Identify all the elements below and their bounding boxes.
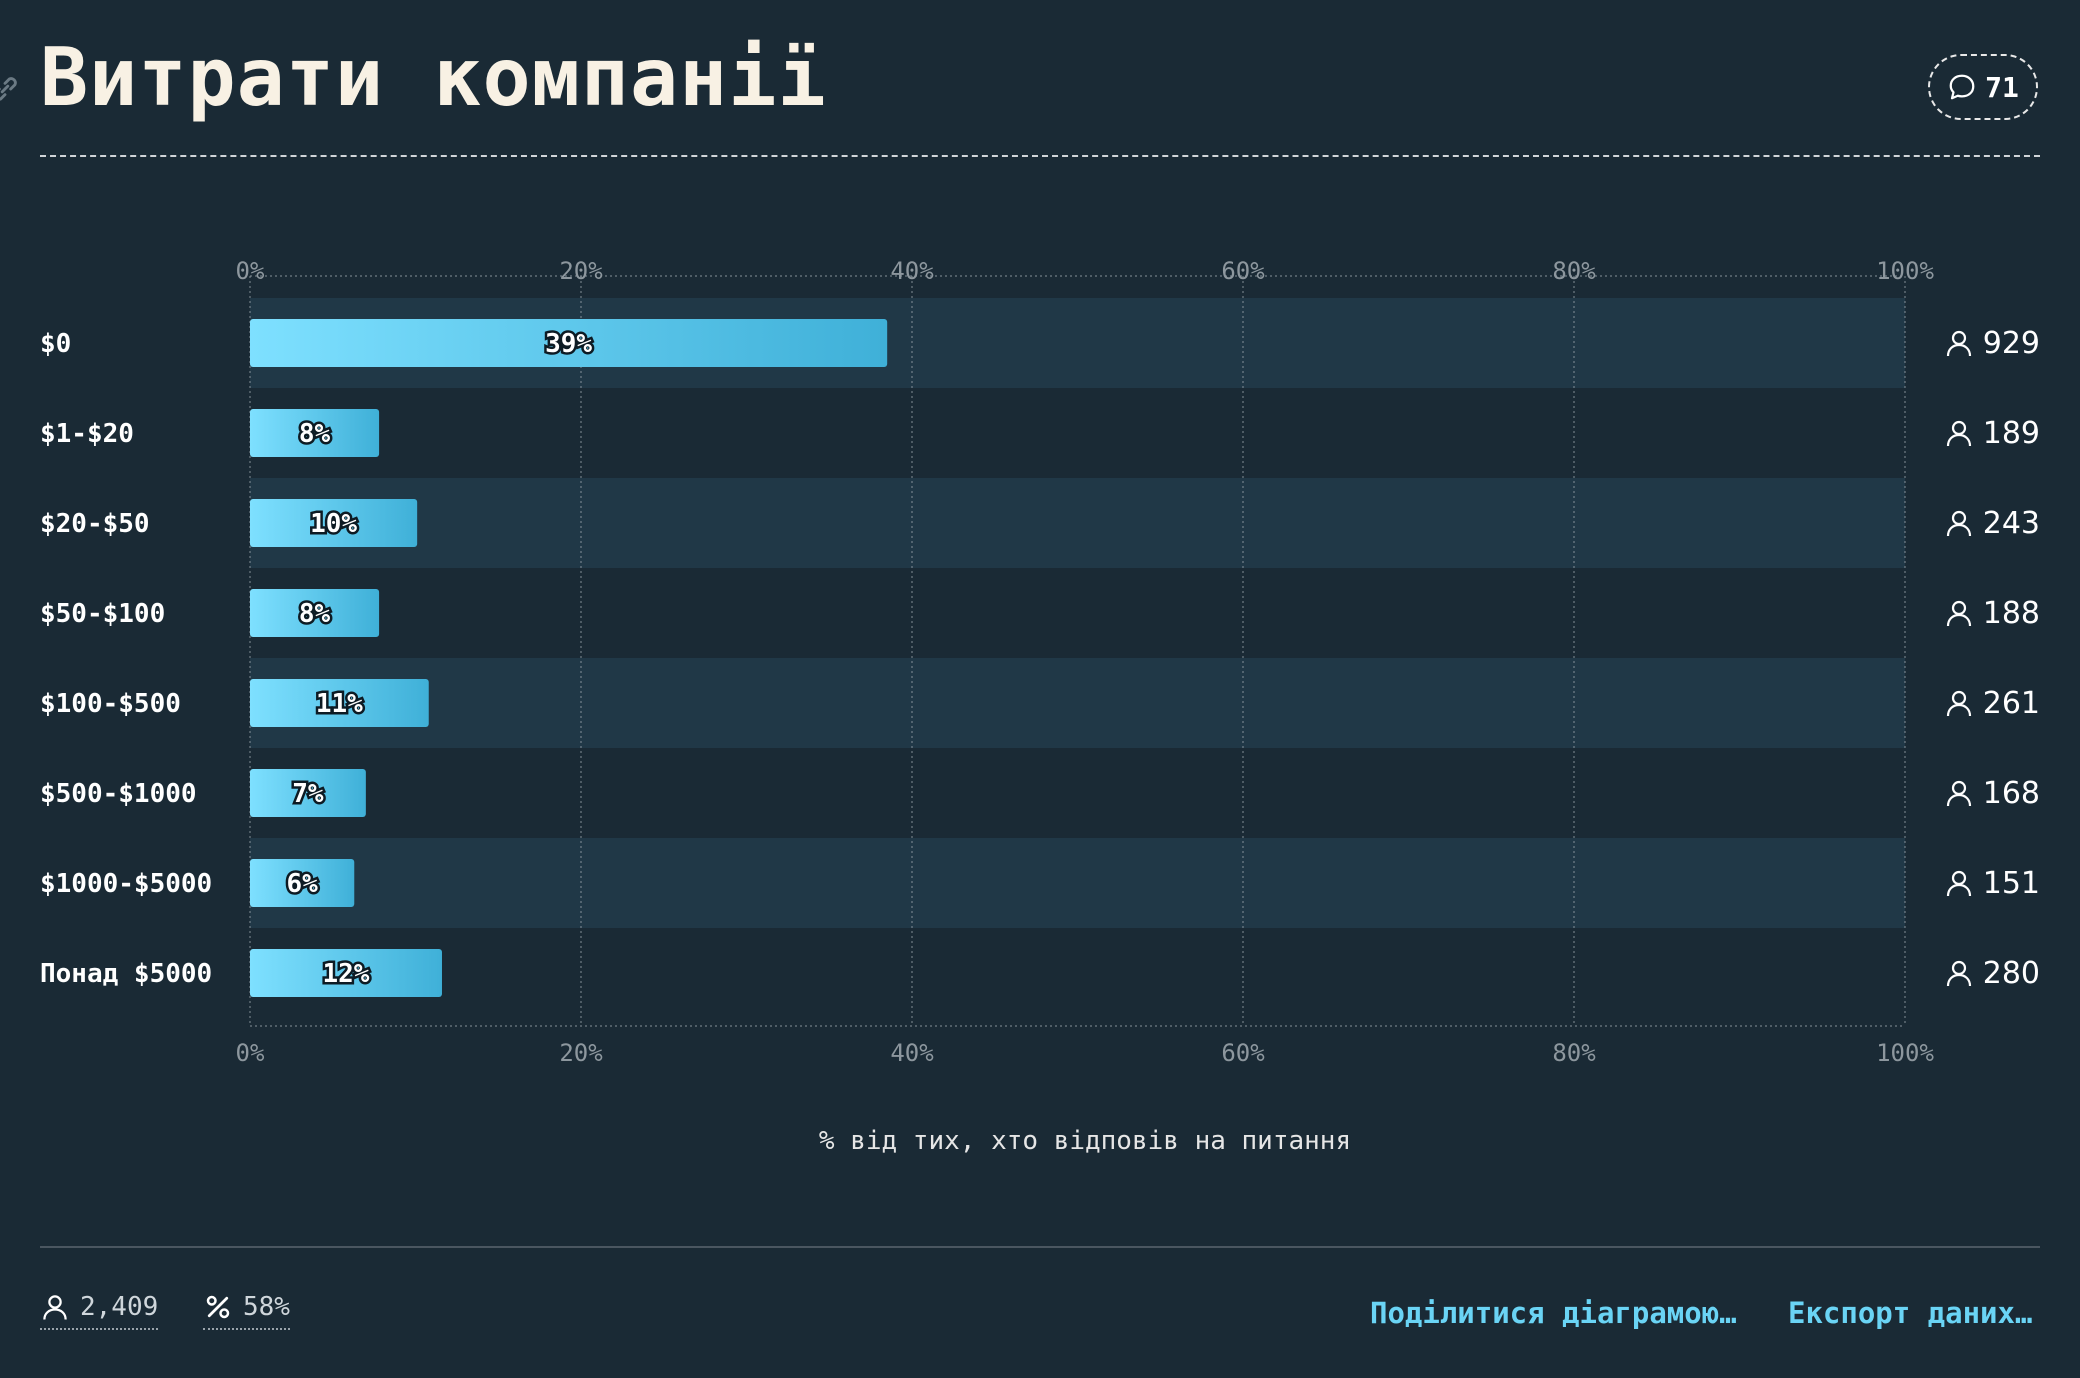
bar: [250, 319, 888, 367]
bar-value-label: 11%: [316, 689, 363, 719]
person-icon: [1946, 690, 1972, 717]
respondent-count: 188: [1983, 596, 2040, 631]
bar-chart: 0% 0% 20% 20% 40% 40% 60% 60% 80% 80% 100% 100% $0 3…: [40, 257, 2040, 1067]
row-band: [250, 838, 1905, 928]
bar: [250, 859, 355, 907]
category-label: $1000-$5000: [40, 869, 212, 899]
bar-value-label: 6%: [286, 869, 318, 899]
x-tick-label-bottom: 0%: [236, 1039, 265, 1067]
respondent-count: 929: [1983, 326, 2040, 361]
respondent-count: 280: [1983, 956, 2040, 991]
x-tick-label-bottom: 60%: [1221, 1039, 1265, 1067]
person-icon: [1946, 510, 1972, 537]
person-icon: [1946, 420, 1972, 447]
export-data-link[interactable]: Експорт даних…: [1788, 1296, 2033, 1330]
x-tick-label-bottom: 100%: [1876, 1039, 1934, 1067]
x-tick-label-top: 0%: [236, 257, 265, 285]
category-label: $0: [40, 329, 71, 359]
person-icon: [1946, 780, 1972, 807]
bar: [250, 409, 380, 457]
respondent-count: 168: [1983, 776, 2040, 811]
x-tick-label-top: 60%: [1221, 257, 1265, 285]
person-icon: [43, 1295, 67, 1320]
category-label: $1-$20: [40, 419, 134, 449]
bar-value-label: 8%: [299, 599, 331, 629]
x-tick-label-top: 40%: [890, 257, 934, 285]
comment-icon: [1949, 74, 1975, 100]
x-tick-label-top: 80%: [1552, 257, 1596, 285]
bar-value-label: 12%: [323, 959, 370, 989]
bar: [250, 679, 429, 727]
percent-icon: [206, 1295, 230, 1319]
category-label: $500-$1000: [40, 779, 197, 809]
percent-answered: 58%: [243, 1292, 290, 1322]
row-band: [250, 478, 1905, 568]
x-tick-label-bottom: 20%: [559, 1039, 603, 1067]
respondents-total-stat[interactable]: 2,409: [40, 1292, 159, 1330]
bar: [250, 589, 380, 637]
x-tick-label-bottom: 40%: [890, 1039, 934, 1067]
bar-value-label: 8%: [299, 419, 331, 449]
bar: [250, 499, 418, 547]
x-tick-label-bottom: 80%: [1552, 1039, 1596, 1067]
percent-answered-stat[interactable]: 58%: [203, 1292, 290, 1330]
category-label: Понад $5000: [40, 959, 212, 989]
bar-value-label: 39%: [545, 329, 592, 359]
bar-value-label: 7%: [292, 779, 324, 809]
person-icon: [1946, 330, 1972, 357]
bar: [250, 769, 366, 817]
comment-count: 71: [1985, 70, 2019, 104]
row-band: [250, 658, 1905, 748]
person-icon: [1946, 600, 1972, 627]
x-tick-label-top: 20%: [559, 257, 603, 285]
x-axis-title: % від тих, хто відповів на питання: [818, 1126, 1352, 1156]
person-icon: [1946, 870, 1972, 897]
share-chart-link[interactable]: Поділитися діаграмою…: [1370, 1296, 1737, 1330]
respondent-count: 151: [1983, 866, 2040, 901]
respondents-total: 2,409: [80, 1292, 159, 1322]
page-title: Витрати компанії: [40, 31, 827, 124]
respondent-count: 243: [1983, 506, 2040, 541]
category-label: $100-$500: [40, 689, 181, 719]
category-label: $20-$50: [40, 509, 150, 539]
x-tick-label-top: 100%: [1876, 257, 1934, 285]
link-icon[interactable]: [0, 72, 22, 106]
bar-value-label: 10%: [310, 509, 357, 539]
header-divider: [40, 155, 2040, 157]
respondent-count: 189: [1983, 416, 2040, 451]
bar: [250, 949, 442, 997]
person-icon: [1946, 960, 1972, 987]
category-label: $50-$100: [40, 599, 165, 629]
footer-divider: [40, 1246, 2040, 1248]
respondent-count: 261: [1983, 686, 2040, 721]
comments-button[interactable]: 71: [1928, 54, 2038, 120]
